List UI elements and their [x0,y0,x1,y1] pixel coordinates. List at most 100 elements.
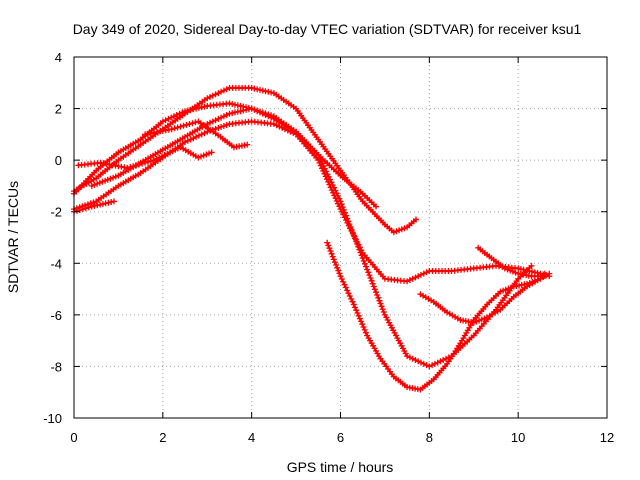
data-point-marker [90,199,97,206]
data-point-marker [254,107,261,114]
data-point-marker [375,294,382,301]
y-tick-label: -8 [50,359,62,374]
series-track-10 [71,198,117,215]
data-point-marker [515,265,522,272]
data-point-marker [159,118,166,125]
data-point-marker [415,273,422,280]
data-point-marker [169,148,176,155]
data-point-marker [183,121,190,128]
data-point-marker [431,360,438,367]
data-point-marker [437,358,444,365]
x-tick-label: 0 [70,430,77,445]
data-point-marker [361,326,368,333]
data-point-marker [316,159,323,166]
data-point-marker [337,273,344,280]
data-point-marker [406,354,413,361]
data-point-marker [251,106,258,113]
data-point-marker [371,286,378,293]
data-point-marker [512,269,519,276]
data-point-marker [148,158,154,164]
data-point-marker [354,310,361,316]
data-point-marker [268,112,275,119]
data-point-marker [200,152,207,159]
data-point-marker [174,124,181,131]
data-point-marker [478,316,485,323]
data-point-marker [350,301,357,308]
data-point-marker [209,92,216,99]
data-point-marker [324,239,331,246]
x-tick-label: 8 [426,430,433,445]
data-point-marker [218,88,225,95]
data-point-marker [124,164,131,171]
data-point-marker [195,132,202,139]
series-track-8 [75,144,215,171]
data-point-marker [380,309,387,315]
data-point-marker [265,88,272,95]
data-point-marker [321,170,328,177]
data-point-marker [212,91,219,98]
data-point-marker [326,245,333,252]
series-track-4 [71,84,420,236]
data-point-marker [328,187,335,194]
data-point-marker [412,274,419,281]
data-point-marker [189,120,196,127]
data-point-marker [215,124,222,131]
data-point-marker [315,157,322,164]
data-point-marker [528,262,535,269]
data-point-marker [212,117,219,124]
data-point-marker [329,253,336,260]
data-point-marker [501,265,508,272]
x-tick-label: 2 [159,430,166,445]
data-point-marker [333,262,340,268]
data-point-marker [110,198,117,205]
data-point-marker [404,278,411,285]
data-point-marker [170,113,177,120]
data-point-marker [420,360,427,367]
data-point-marker [418,359,424,366]
data-point-marker [254,86,261,93]
data-point-marker [158,153,165,160]
data-point-marker [259,109,266,116]
data-point-marker [335,200,341,207]
y-tick-label: 2 [55,102,62,117]
x-tick-label: 10 [511,430,525,445]
data-point-marker [82,202,89,209]
data-point-marker [168,126,175,133]
data-point-marker [107,175,114,182]
data-point-marker [327,248,334,254]
data-point-marker [257,108,263,115]
data-point-marker [153,155,160,162]
data-point-marker [333,198,340,204]
data-point-marker [198,104,205,111]
data-point-marker [497,288,504,295]
data-point-marker [325,242,332,249]
data-point-marker [218,114,225,121]
data-point-marker [373,203,380,210]
data-point-marker [270,121,277,127]
data-point-marker [363,263,369,270]
data-point-marker [356,315,363,322]
data-point-marker [190,135,197,142]
data-point-marker [187,136,194,143]
data-point-marker [105,199,112,206]
data-point-marker [360,324,367,330]
data-point-marker [429,362,436,369]
data-point-marker [79,206,86,213]
data-point-marker [378,303,385,310]
data-point-marker [509,268,516,275]
data-point-marker [259,87,266,94]
data-point-marker [133,162,140,169]
series-track-5 [324,239,553,393]
y-tick-label: -10 [43,411,62,426]
data-point-marker [398,226,405,233]
data-point-marker [481,315,488,322]
data-point-marker [198,153,204,160]
data-point-marker [541,273,548,280]
data-point-marker [390,229,397,236]
data-point-marker [423,269,430,276]
data-point-marker [323,176,330,183]
data-point-marker [174,145,181,152]
series-track-6 [417,270,548,326]
series-track-9 [142,118,251,151]
